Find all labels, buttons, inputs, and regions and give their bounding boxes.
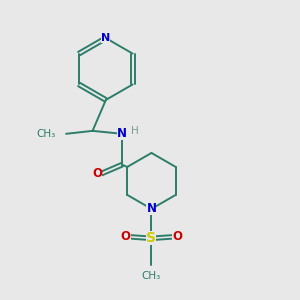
Text: H: H (130, 126, 138, 136)
Text: O: O (172, 230, 182, 243)
Text: O: O (121, 230, 131, 243)
Text: N: N (117, 127, 127, 140)
Text: N: N (101, 33, 110, 43)
Text: N: N (146, 202, 157, 215)
Text: CH₃: CH₃ (37, 129, 56, 139)
Text: S: S (146, 231, 157, 245)
Text: CH₃: CH₃ (142, 271, 161, 281)
Text: O: O (92, 167, 102, 180)
